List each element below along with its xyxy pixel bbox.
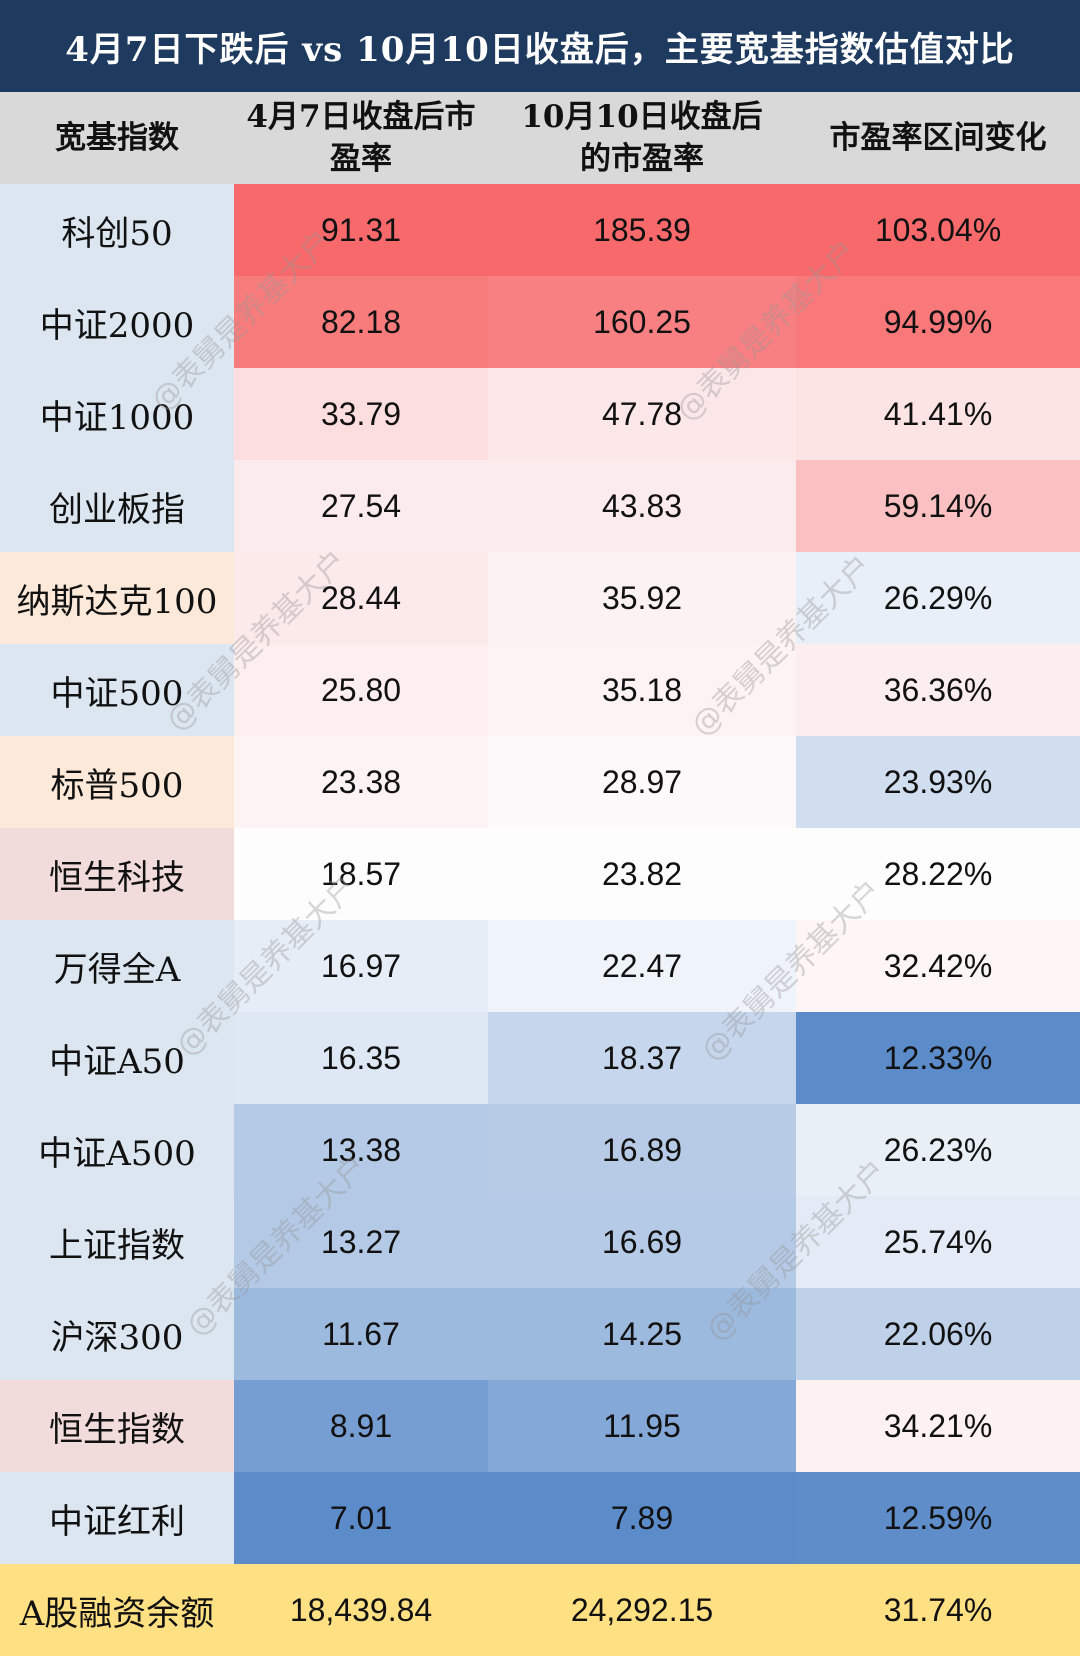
- cell-change: 12.59%: [796, 1472, 1080, 1564]
- cell-pe-apr7: 11.67: [234, 1288, 488, 1380]
- row-index-name: 中证500: [0, 644, 234, 736]
- row-index-name: 中证红利: [0, 1472, 234, 1564]
- cell-pe-apr7: 18.57: [234, 828, 488, 920]
- cell-change: 12.33%: [796, 1012, 1080, 1104]
- row-index-name: 科创50: [0, 184, 234, 276]
- row-index-name: 中证A500: [0, 1104, 234, 1196]
- cell-pe-apr7: 33.79: [234, 368, 488, 460]
- cell-pe-oct10: 35.92: [488, 552, 796, 644]
- cell-pe-apr7: 13.27: [234, 1196, 488, 1288]
- cell-pe-oct10: 18.37: [488, 1012, 796, 1104]
- cell-pe-oct10: 160.25: [488, 276, 796, 368]
- cell-pe-apr7: 16.35: [234, 1012, 488, 1104]
- cell-pe-oct10: 43.83: [488, 460, 796, 552]
- header-pe-oct10-text: 10月10日收盘后的市盈率: [521, 99, 763, 177]
- cell-change: 94.99%: [796, 276, 1080, 368]
- valuation-table: 宽基指数 4月7日收盘后市盈率 10月10日收盘后的市盈率 市盈率区间变化 科创…: [0, 92, 1080, 1656]
- row-index-name: 万得全A: [0, 920, 234, 1012]
- cell-change: 103.04%: [796, 184, 1080, 276]
- footer-index-name: A股融资余额: [0, 1564, 234, 1656]
- cell-pe-oct10: 185.39: [488, 184, 796, 276]
- row-index-name: 标普500: [0, 736, 234, 828]
- row-index-name: 上证指数: [0, 1196, 234, 1288]
- cell-pe-oct10: 47.78: [488, 368, 796, 460]
- cell-pe-apr7: 25.80: [234, 644, 488, 736]
- cell-pe-apr7: 16.97: [234, 920, 488, 1012]
- cell-change: 25.74%: [796, 1196, 1080, 1288]
- footer-pe-change: 31.74%: [796, 1564, 1080, 1656]
- cell-pe-oct10: 14.25: [488, 1288, 796, 1380]
- header-pe-change: 市盈率区间变化: [796, 92, 1080, 184]
- cell-pe-oct10: 35.18: [488, 644, 796, 736]
- cell-change: 32.42%: [796, 920, 1080, 1012]
- cell-change: 23.93%: [796, 736, 1080, 828]
- row-index-name: 纳斯达克100: [0, 552, 234, 644]
- cell-pe-apr7: 28.44: [234, 552, 488, 644]
- cell-pe-oct10: 16.89: [488, 1104, 796, 1196]
- header-pe-apr7: 4月7日收盘后市盈率: [234, 92, 488, 184]
- cell-pe-apr7: 13.38: [234, 1104, 488, 1196]
- cell-change: 59.14%: [796, 460, 1080, 552]
- cell-change: 34.21%: [796, 1380, 1080, 1472]
- cell-pe-apr7: 82.18: [234, 276, 488, 368]
- cell-pe-oct10: 28.97: [488, 736, 796, 828]
- row-index-name: 中证A50: [0, 1012, 234, 1104]
- header-index-name: 宽基指数: [0, 92, 234, 184]
- row-index-name: 创业板指: [0, 460, 234, 552]
- header-pe-apr7-text: 4月7日收盘后市盈率: [246, 99, 476, 177]
- row-index-name: 恒生指数: [0, 1380, 234, 1472]
- header-pe-oct10: 10月10日收盘后的市盈率: [488, 92, 796, 184]
- row-index-name: 中证1000: [0, 368, 234, 460]
- page-title: 4月7日下跌后 vs 10月10日收盘后，主要宽基指数估值对比: [0, 0, 1080, 92]
- cell-pe-apr7: 23.38: [234, 736, 488, 828]
- row-index-name: 中证2000: [0, 276, 234, 368]
- cell-pe-oct10: 22.47: [488, 920, 796, 1012]
- footer-pe-apr7: 18,439.84: [234, 1564, 488, 1656]
- cell-change: 28.22%: [796, 828, 1080, 920]
- cell-change: 36.36%: [796, 644, 1080, 736]
- cell-pe-apr7: 8.91: [234, 1380, 488, 1472]
- cell-pe-oct10: 11.95: [488, 1380, 796, 1472]
- cell-pe-oct10: 16.69: [488, 1196, 796, 1288]
- cell-pe-apr7: 7.01: [234, 1472, 488, 1564]
- cell-change: 22.06%: [796, 1288, 1080, 1380]
- cell-pe-apr7: 91.31: [234, 184, 488, 276]
- footer-pe-oct10: 24,292.15: [488, 1564, 796, 1656]
- cell-change: 26.29%: [796, 552, 1080, 644]
- cell-pe-oct10: 23.82: [488, 828, 796, 920]
- cell-change: 41.41%: [796, 368, 1080, 460]
- cell-pe-apr7: 27.54: [234, 460, 488, 552]
- cell-pe-oct10: 7.89: [488, 1472, 796, 1564]
- row-index-name: 恒生科技: [0, 828, 234, 920]
- cell-change: 26.23%: [796, 1104, 1080, 1196]
- row-index-name: 沪深300: [0, 1288, 234, 1380]
